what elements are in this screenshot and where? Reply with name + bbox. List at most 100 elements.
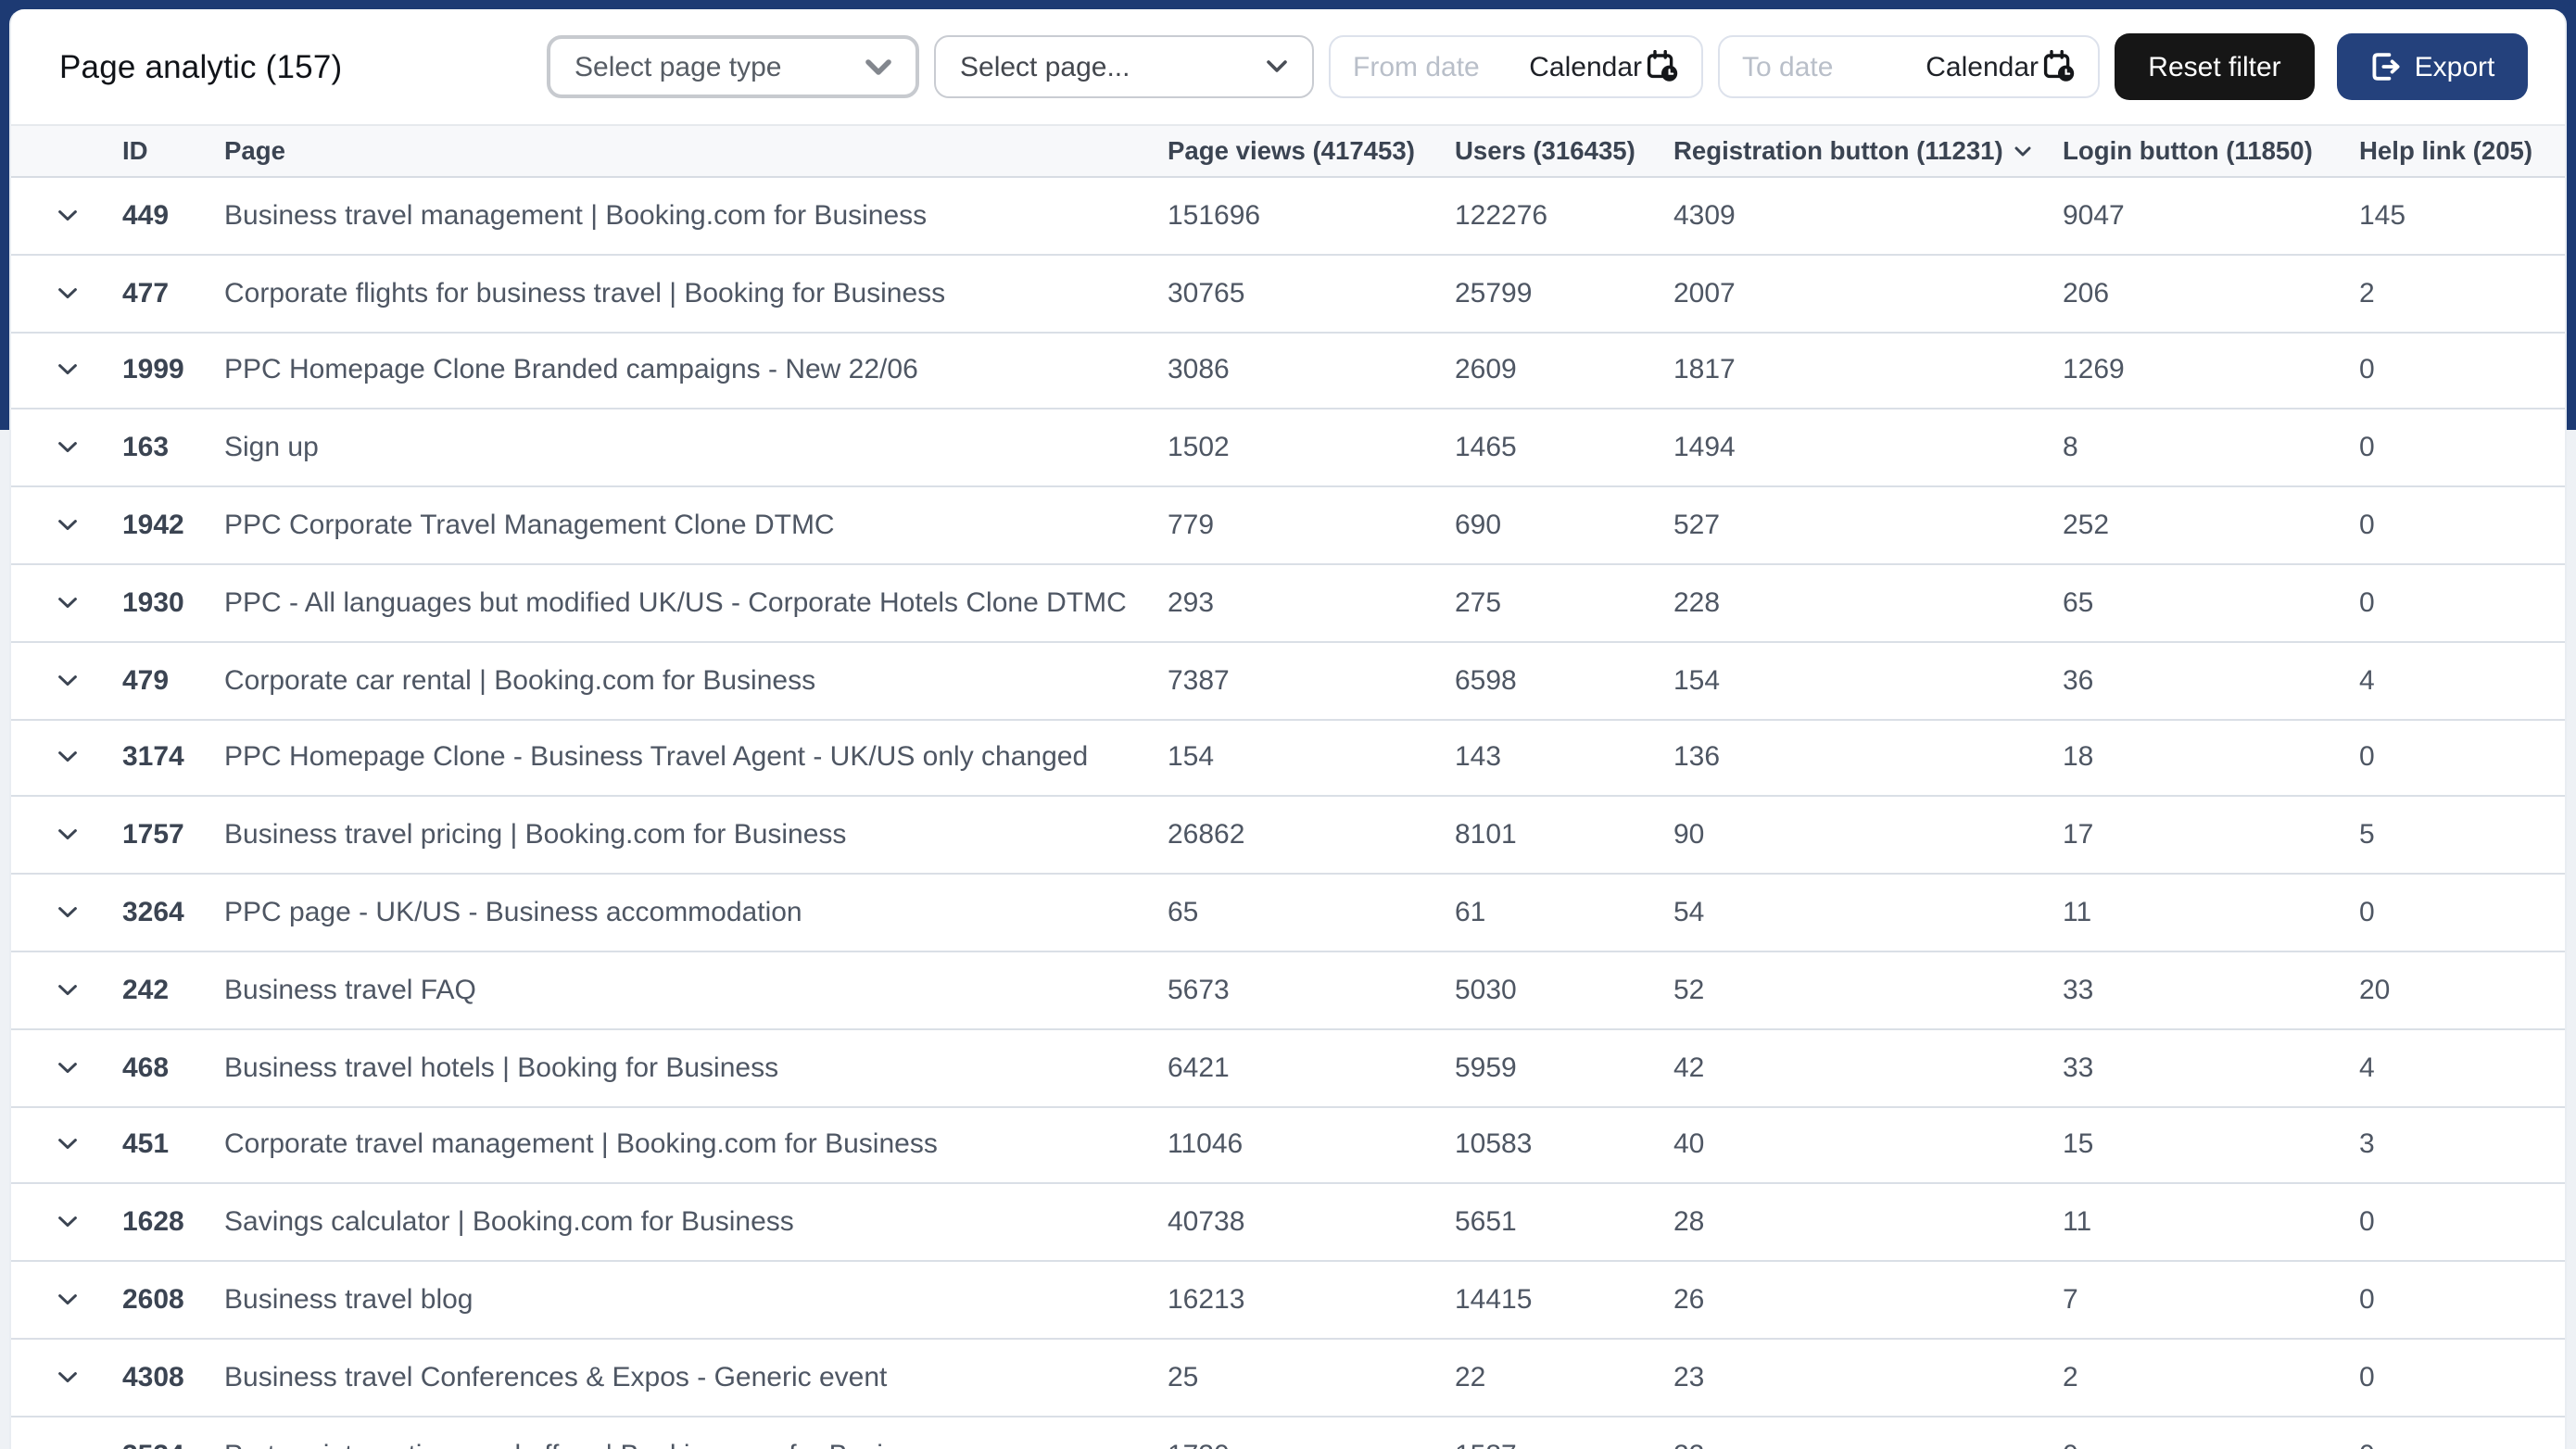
page-select[interactable]: Select page... (934, 35, 1314, 98)
table-row[interactable]: 1942 PPC Corporate Travel Management Clo… (11, 487, 2565, 565)
row-page-name: Business travel blog (224, 1284, 474, 1317)
column-header-registration-button[interactable]: Registration button (11231) (1673, 137, 2063, 165)
row-id: 3264 (122, 897, 184, 929)
to-date-field[interactable]: To date Calendar (1718, 35, 2100, 98)
column-header-id: ID (122, 137, 148, 165)
export-icon (2370, 52, 2402, 82)
row-page-views: 25 (1168, 1361, 1199, 1393)
table-row[interactable]: 1628 Savings calculator | Booking.com fo… (11, 1184, 2565, 1263)
row-users: 14415 (1455, 1284, 1533, 1317)
table-row[interactable]: 242 Business travel FAQ 5673 5030 52 33 … (11, 951, 2565, 1030)
row-login-button-count: 2 (2063, 1361, 2078, 1393)
row-help-link-count: 0 (2359, 1361, 2375, 1393)
row-page-views: 40738 (1168, 1206, 1245, 1239)
row-page-name: Business travel hotels | Booking for Bus… (224, 1052, 779, 1084)
filter-controls: Select page type Select page... From dat… (547, 33, 2528, 100)
row-page-name: PPC - All languages but modified UK/US -… (224, 586, 1127, 619)
table-row[interactable]: 3174 PPC Homepage Clone - Business Trave… (11, 720, 2565, 798)
column-header-page: Page (224, 137, 285, 165)
page-select-placeholder: Select page... (960, 51, 1130, 82)
row-page-views: 11046 (1168, 1128, 1244, 1161)
chevron-down-icon (1266, 59, 1288, 74)
row-page-name: Corporate flights for business travel | … (224, 277, 946, 309)
row-page-views: 7387 (1168, 664, 1230, 697)
table-row[interactable]: 2608 Business travel blog 16213 14415 26… (11, 1262, 2565, 1340)
row-login-button-count: 7 (2063, 1284, 2078, 1317)
table-row[interactable]: 3534 Partner integrations and offers | B… (11, 1417, 2565, 1449)
row-registration-button-count: 90 (1673, 819, 1705, 851)
row-expand-button[interactable] (11, 1139, 122, 1152)
table-row[interactable]: 477 Corporate flights for business trave… (11, 255, 2565, 334)
row-login-button-count: 15 (2063, 1128, 2094, 1161)
row-help-link-count: 0 (2359, 741, 2375, 774)
column-header-page-views[interactable]: Page views (417453) (1168, 137, 1415, 165)
row-id: 242 (122, 974, 170, 1006)
row-help-link-count: 0 (2359, 1206, 2375, 1239)
row-login-button-count: 11 (2063, 1206, 2092, 1239)
column-header-users[interactable]: Users (316435) (1455, 137, 1635, 165)
row-help-link-count: 0 (2359, 897, 2375, 929)
row-registration-button-count: 26 (1673, 1284, 1705, 1317)
table-row[interactable]: 163 Sign up 1502 1465 1494 8 0 (11, 410, 2565, 488)
row-page-name: PPC page - UK/US - Business accommodatio… (224, 897, 802, 929)
page-type-select[interactable]: Select page type (547, 35, 919, 98)
row-users: 122276 (1455, 199, 1548, 232)
reset-filter-button[interactable]: Reset filter (2115, 33, 2315, 100)
row-help-link-count: 0 (2359, 510, 2375, 542)
table-row[interactable]: 1757 Business travel pricing | Booking.c… (11, 797, 2565, 876)
table-row[interactable]: 3264 PPC page - UK/US - Business accommo… (11, 875, 2565, 952)
table-row[interactable]: 468 Business travel hotels | Booking for… (11, 1029, 2565, 1108)
row-page-views: 1730 (1168, 1439, 1455, 1449)
column-header-help-link[interactable]: Help link (205) (2359, 137, 2533, 165)
toolbar: Page analytic (157) Select page type Sel… (11, 9, 2565, 124)
export-button[interactable]: Export (2337, 33, 2528, 100)
row-expand-button[interactable] (11, 286, 122, 299)
row-help-link-count: 0 (2359, 1284, 2375, 1317)
row-id: 477 (122, 277, 170, 309)
row-expand-button[interactable] (11, 597, 122, 610)
from-date-field[interactable]: From date Calendar (1329, 35, 1703, 98)
row-login-button-count: 65 (2063, 586, 2094, 619)
row-expand-button[interactable] (11, 209, 122, 222)
row-expand-button[interactable] (11, 829, 122, 842)
row-expand-button[interactable] (11, 364, 122, 377)
row-help-link-count: 0 (2359, 1439, 2565, 1449)
row-page-views: 1502 (1168, 432, 1230, 464)
row-id: 4308 (122, 1361, 184, 1393)
chevron-down-icon (57, 286, 77, 299)
row-registration-button-count: 154 (1673, 664, 1721, 697)
row-expand-button[interactable] (11, 1216, 122, 1229)
row-help-link-count: 3 (2359, 1128, 2375, 1161)
column-header-login-button[interactable]: Login button (11850) (2063, 137, 2313, 165)
row-expand-button[interactable] (11, 1293, 122, 1306)
table-row[interactable]: 451 Corporate travel management | Bookin… (11, 1107, 2565, 1185)
chevron-down-icon (57, 209, 77, 222)
table-row[interactable]: 479 Corporate car rental | Booking.com f… (11, 642, 2565, 721)
row-id: 1930 (122, 586, 184, 619)
chevron-down-icon (57, 1216, 77, 1229)
row-login-button-count: 8 (2063, 432, 2078, 464)
row-expand-button[interactable] (11, 984, 122, 997)
row-expand-button[interactable] (11, 674, 122, 687)
row-expand-button[interactable] (11, 1061, 122, 1074)
row-users: 1465 (1455, 432, 1517, 464)
row-expand-button[interactable] (11, 751, 122, 764)
table-row[interactable]: 449 Business travel management | Booking… (11, 178, 2565, 256)
row-expand-button[interactable] (11, 519, 122, 532)
from-date-placeholder: From date (1353, 51, 1480, 82)
table-row[interactable]: 1930 PPC - All languages but modified UK… (11, 564, 2565, 643)
row-expand-button[interactable] (11, 906, 122, 919)
row-help-link-count: 145 (2359, 199, 2406, 232)
calendar-clock-icon (2042, 50, 2076, 83)
row-login-button-count: 11 (2063, 897, 2092, 929)
table-row[interactable]: 1999 PPC Homepage Clone Branded campaign… (11, 333, 2565, 410)
to-date-calendar-button[interactable]: Calendar (1926, 50, 2076, 83)
row-registration-button-count: 22 (1673, 1439, 2063, 1449)
table-row[interactable]: 4308 Business travel Conferences & Expos… (11, 1339, 2565, 1418)
row-expand-button[interactable] (11, 442, 122, 455)
page-analytics-panel: Page analytic (157) Select page type Sel… (9, 9, 2567, 1449)
from-date-calendar-button[interactable]: Calendar (1529, 50, 1679, 83)
row-expand-button[interactable] (11, 1371, 122, 1384)
row-login-button-count: 18 (2063, 741, 2094, 774)
